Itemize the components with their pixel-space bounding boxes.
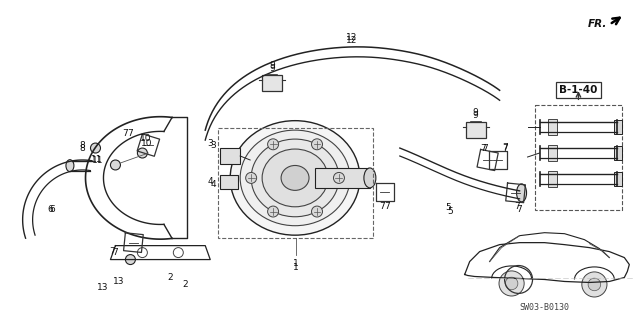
Text: 7: 7 <box>502 144 508 152</box>
Ellipse shape <box>66 160 74 172</box>
Circle shape <box>582 272 607 297</box>
Text: 1: 1 <box>293 259 299 268</box>
Text: 4: 4 <box>211 180 216 189</box>
Text: 2: 2 <box>168 272 173 281</box>
Circle shape <box>499 271 524 296</box>
Text: 7: 7 <box>384 202 390 211</box>
Text: 7: 7 <box>127 129 133 137</box>
Text: 7: 7 <box>122 129 128 137</box>
Text: 6: 6 <box>50 205 56 214</box>
Text: 8: 8 <box>79 144 85 152</box>
Text: 3: 3 <box>211 141 216 150</box>
Circle shape <box>246 173 257 183</box>
Text: SW03-B0130: SW03-B0130 <box>520 303 570 312</box>
Circle shape <box>268 139 278 150</box>
Text: B-1-40: B-1-40 <box>559 85 598 95</box>
Ellipse shape <box>230 121 360 235</box>
Text: 9: 9 <box>473 111 479 120</box>
Circle shape <box>312 139 323 150</box>
Ellipse shape <box>516 184 527 202</box>
Bar <box>262 75 282 91</box>
Ellipse shape <box>240 130 350 226</box>
Text: 5: 5 <box>445 203 451 212</box>
Text: 13: 13 <box>97 283 108 292</box>
Bar <box>220 148 240 164</box>
Bar <box>614 120 622 134</box>
Text: 9: 9 <box>269 61 275 70</box>
Text: 7: 7 <box>516 205 522 214</box>
Text: 9: 9 <box>269 64 275 73</box>
Text: 10: 10 <box>141 138 152 148</box>
Text: 7: 7 <box>480 144 486 152</box>
Text: 6: 6 <box>48 205 54 214</box>
Bar <box>315 168 370 188</box>
Ellipse shape <box>281 166 309 190</box>
Text: 12: 12 <box>346 33 358 42</box>
Bar <box>614 146 622 160</box>
Text: 4: 4 <box>207 177 213 186</box>
Circle shape <box>90 143 100 153</box>
Text: 7: 7 <box>482 144 488 152</box>
Circle shape <box>138 148 147 158</box>
Text: 8: 8 <box>79 141 85 150</box>
Bar <box>614 172 622 186</box>
Bar <box>547 119 557 135</box>
Text: 5: 5 <box>447 207 452 216</box>
Text: 7: 7 <box>515 202 520 211</box>
Circle shape <box>312 206 323 217</box>
Text: 3: 3 <box>207 138 213 148</box>
Circle shape <box>268 206 278 217</box>
Circle shape <box>333 173 344 183</box>
Ellipse shape <box>364 168 376 188</box>
Text: 7: 7 <box>502 143 508 152</box>
Bar <box>547 171 557 187</box>
Text: 12: 12 <box>346 36 358 45</box>
Text: 2: 2 <box>182 280 188 289</box>
Text: 7: 7 <box>109 247 115 256</box>
Circle shape <box>125 255 136 264</box>
Bar <box>547 145 557 161</box>
Text: 9: 9 <box>473 108 479 117</box>
Bar <box>466 122 486 138</box>
Text: 13: 13 <box>113 278 124 286</box>
Text: 11: 11 <box>91 155 102 165</box>
Text: 11: 11 <box>92 157 103 166</box>
Circle shape <box>111 160 120 170</box>
Text: 1: 1 <box>293 263 299 271</box>
Text: 7: 7 <box>113 248 118 257</box>
Bar <box>218 128 373 238</box>
Ellipse shape <box>251 139 339 217</box>
Text: 10: 10 <box>140 134 151 143</box>
Bar <box>534 105 622 210</box>
Circle shape <box>506 277 518 290</box>
Circle shape <box>588 278 601 291</box>
Ellipse shape <box>262 149 328 207</box>
Text: FR.: FR. <box>588 19 607 29</box>
Text: 7: 7 <box>379 202 385 211</box>
Bar <box>220 175 238 189</box>
